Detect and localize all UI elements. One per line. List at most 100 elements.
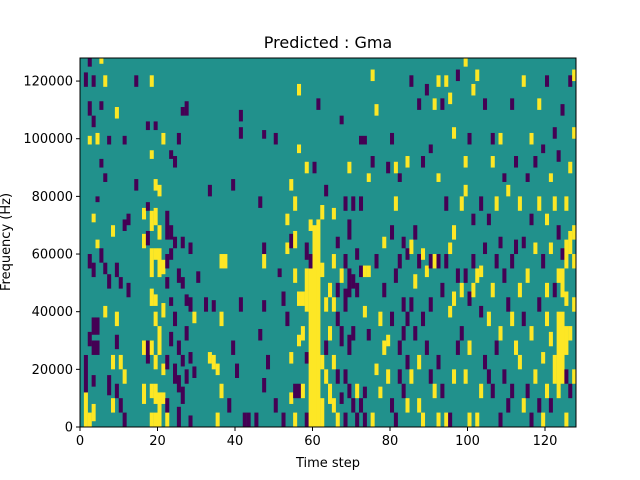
heatmap-cell	[145, 230, 150, 246]
heatmap-cell	[331, 297, 336, 312]
heatmap-cell	[556, 268, 561, 283]
heatmap-cell	[533, 156, 538, 168]
heatmap-cell	[173, 156, 178, 168]
heatmap-cell	[331, 354, 336, 370]
heatmap-cell	[308, 219, 313, 231]
heatmap-cell	[413, 326, 418, 341]
heatmap-cell	[475, 268, 480, 283]
heatmap-cell	[424, 265, 429, 278]
heatmap-cell	[207, 352, 212, 364]
heatmap-cell	[324, 184, 329, 197]
heatmap-cell	[153, 383, 158, 404]
heatmap-cell	[184, 326, 189, 341]
heatmap-cell	[335, 311, 340, 327]
heatmap-cell	[107, 375, 112, 396]
heatmap-cell	[471, 213, 476, 226]
y-tick-label: 40000	[32, 305, 73, 320]
heatmap-cell	[103, 262, 108, 275]
heatmap-cell	[401, 236, 406, 249]
heatmap-cell	[421, 311, 426, 327]
heatmap-cell	[517, 282, 522, 298]
heatmap-cell	[343, 288, 348, 312]
heatmap-cell	[149, 150, 154, 159]
heatmap-cell	[184, 294, 189, 306]
heatmap-cell	[417, 354, 422, 370]
heatmap-cell	[192, 366, 197, 378]
heatmap-cell	[556, 150, 561, 162]
heatmap-cell	[529, 213, 534, 226]
heatmap-cell	[118, 354, 123, 370]
heatmap-cell	[405, 398, 410, 413]
heatmap-cell	[382, 340, 387, 355]
heatmap-cell	[95, 132, 100, 145]
heatmap-cell	[459, 282, 464, 298]
heatmap-cell	[370, 69, 375, 82]
heatmap-cell	[355, 383, 360, 399]
heatmap-cell	[149, 383, 154, 399]
heatmap-cell	[483, 242, 488, 255]
heatmap-cell	[424, 83, 429, 96]
heatmap-cell	[153, 248, 158, 260]
heatmap-cell	[351, 398, 356, 413]
heatmap-cell	[169, 248, 174, 260]
heatmap-cell	[397, 340, 402, 355]
plot-frame	[79, 57, 577, 428]
heatmap-cell	[498, 326, 503, 341]
heatmap-cell	[207, 184, 212, 197]
heatmap-cell	[293, 268, 298, 283]
heatmap-cell	[153, 354, 158, 370]
heatmap-cell	[494, 340, 499, 355]
heatmap-cell	[560, 311, 565, 384]
heatmap-cell	[514, 239, 519, 255]
heatmap-cell	[142, 340, 147, 355]
heatmap-cell	[157, 248, 162, 278]
heatmap-cell	[227, 398, 232, 413]
heatmap-cell	[541, 352, 546, 364]
heatmap-cell	[176, 340, 181, 355]
heatmap-cell	[107, 135, 112, 145]
heatmap-cell	[95, 196, 100, 203]
heatmap-cell	[514, 340, 519, 355]
y-axis-label: Frequency (Hz)	[0, 193, 14, 291]
heatmap-cell	[173, 363, 178, 384]
heatmap-cell	[386, 334, 391, 347]
heatmap-cell	[304, 268, 309, 312]
heatmap-cell	[479, 305, 484, 318]
heatmap-cell	[176, 375, 181, 393]
heatmap-cell	[401, 297, 406, 312]
heatmap-cell	[568, 75, 573, 87]
heatmap-cell	[490, 132, 495, 145]
heatmap-cell	[552, 282, 557, 298]
heatmap-cell	[537, 297, 542, 312]
heatmap-cell	[87, 101, 92, 116]
heatmap-cell	[281, 291, 286, 306]
heatmap-cell	[459, 326, 464, 341]
heatmap-cell	[223, 254, 228, 269]
y-tick-label: 80000	[32, 190, 73, 205]
heatmap-cell	[448, 412, 453, 427]
heatmap-cell	[91, 403, 96, 422]
y-tick-label: 0	[65, 421, 73, 436]
heatmap-cell	[134, 75, 139, 87]
heatmap-cell	[390, 311, 395, 327]
heatmap-cell	[421, 248, 426, 260]
heatmap-cell	[238, 297, 243, 312]
chart-title: Predicted : Gma	[264, 33, 392, 52]
heatmap-cell	[273, 398, 278, 413]
heatmap-cell	[382, 236, 387, 249]
heatmap-cell	[545, 383, 550, 399]
heatmap-cell	[238, 127, 243, 139]
plot-area	[79, 57, 577, 428]
heatmap-cell	[242, 412, 247, 427]
heatmap-cell	[463, 156, 468, 168]
heatmap-cell	[564, 369, 569, 384]
heatmap-cell	[502, 173, 507, 182]
heatmap-cell	[335, 282, 340, 298]
heatmap-cell	[525, 383, 530, 399]
heatmap-cell	[289, 392, 294, 404]
heatmap-cell	[359, 196, 364, 211]
heatmap-cell	[157, 392, 162, 427]
heatmap-cell	[409, 369, 414, 384]
heatmap-cell	[328, 326, 333, 341]
heatmap-cell	[165, 412, 170, 427]
